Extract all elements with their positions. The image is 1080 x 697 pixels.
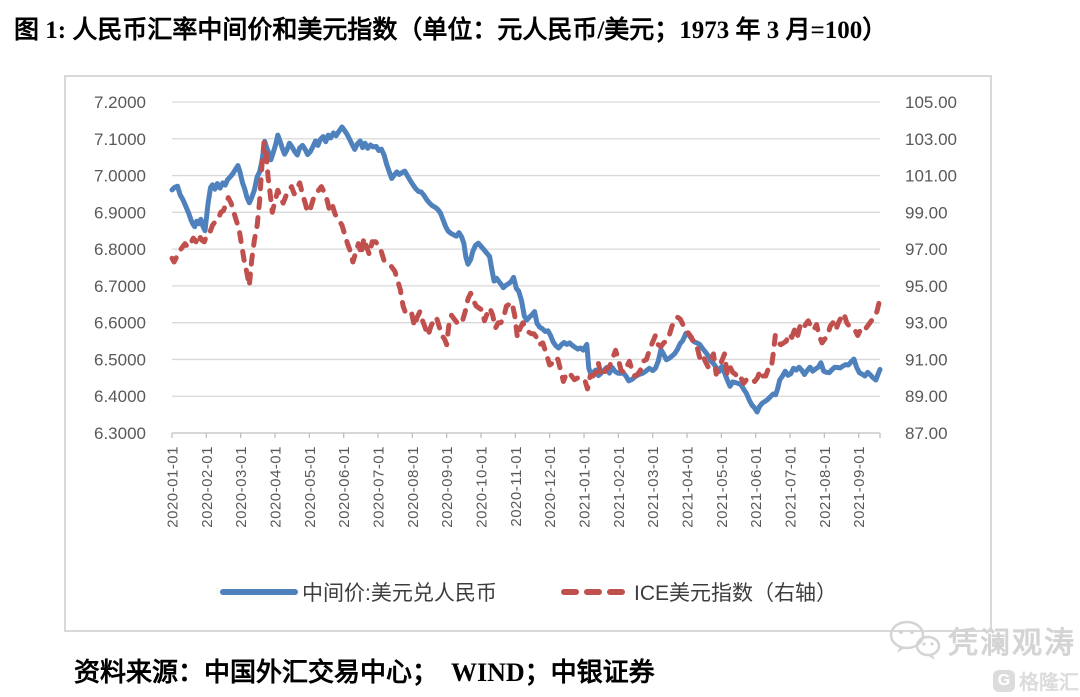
x-axis-label: 2020-12-01 bbox=[542, 446, 559, 528]
figure-title: 图 1: 人民币汇率中间价和美元指数（单位：元人民币/美元；1973 年 3 月… bbox=[14, 17, 888, 44]
wechat-icon bbox=[889, 620, 941, 660]
watermark-platform: G 格隆汇 bbox=[993, 666, 1079, 695]
x-axis-label: 2020-03-01 bbox=[233, 446, 250, 528]
x-axis-label: 2020-05-01 bbox=[302, 446, 319, 528]
axis-labels: 7.2000 105.00 7.1000 103.00 7.0000 101.00 6.90… bbox=[94, 93, 957, 443]
y-axis-label-right: 103.00 bbox=[905, 130, 957, 149]
y-axis-label-right: 93.00 bbox=[905, 314, 948, 333]
x-axis-label: 2021-03-01 bbox=[645, 446, 662, 528]
y-axis-label-left: 7.2000 bbox=[94, 93, 146, 112]
gridlines bbox=[172, 101, 880, 434]
series-line-usd-index bbox=[169, 140, 883, 392]
x-axis-label: 2021-08-01 bbox=[817, 446, 834, 528]
x-axis-label: 2020-07-01 bbox=[371, 446, 388, 528]
y-axis-label-right: 89.00 bbox=[905, 387, 948, 406]
y-axis-label-right: 105.00 bbox=[905, 93, 957, 112]
x-axis-label: 2020-02-01 bbox=[199, 446, 216, 528]
x-axis: 2020-01-01 2020-02-01 2020-03-01 2020-04-01… bbox=[165, 433, 881, 528]
y-axis-label-right: 91.00 bbox=[905, 350, 948, 369]
x-axis-label: 2020-10-01 bbox=[474, 446, 491, 528]
y-axis-label-right: 97.00 bbox=[905, 240, 948, 259]
x-axis-label: 2020-09-01 bbox=[439, 446, 456, 528]
x-axis-label: 2021-09-01 bbox=[851, 446, 868, 528]
y-axis-label-left: 7.1000 bbox=[94, 130, 146, 149]
y-axis-label-right: 95.00 bbox=[905, 277, 948, 296]
legend-label-cny-midprice: 中间价:美元兑人民币 bbox=[302, 582, 497, 605]
watermark-account-name: 凭澜观涛 bbox=[948, 627, 1076, 660]
series-line-cny-midprice bbox=[169, 124, 883, 415]
x-axis-label: 2021-01-01 bbox=[577, 446, 594, 528]
x-axis-label: 2020-04-01 bbox=[268, 446, 285, 528]
x-axis-label: 2021-04-01 bbox=[680, 446, 697, 528]
watermark-platform-name: 格隆汇 bbox=[1019, 672, 1079, 694]
legend: 中间价:美元兑人民币 ICE美元指数（右轴） bbox=[220, 582, 837, 605]
chart-svg: 7.2000 105.00 7.1000 103.00 7.0000 101.00 6.90… bbox=[94, 93, 957, 605]
x-axis-label: 2020-06-01 bbox=[336, 446, 353, 528]
source-note: 资料来源：中国外汇交易中心； WIND；中银证券 bbox=[74, 658, 655, 687]
y-axis-label-left: 6.5000 bbox=[94, 350, 146, 369]
gelonghui-logo-icon: G bbox=[993, 669, 1015, 692]
watermark-account: 凭澜观涛 bbox=[888, 618, 1076, 662]
y-axis-label-left: 6.6000 bbox=[94, 314, 146, 333]
y-axis-label-left: 6.4000 bbox=[94, 387, 146, 406]
x-axis-label: 2021-07-01 bbox=[783, 446, 800, 528]
y-axis-label-left: 6.9000 bbox=[94, 203, 146, 222]
y-axis-label-right: 101.00 bbox=[905, 167, 957, 186]
y-axis-label-left: 6.8000 bbox=[94, 240, 146, 259]
legend-label-usd-index: ICE美元指数（右轴） bbox=[634, 582, 837, 605]
x-axis-label: 2020-11-01 bbox=[508, 446, 525, 527]
x-axis-label: 2020-08-01 bbox=[405, 446, 422, 528]
x-axis-label: 2021-06-01 bbox=[748, 446, 765, 528]
y-axis-label-left: 6.3000 bbox=[94, 424, 146, 443]
y-axis-label-right: 99.00 bbox=[905, 203, 948, 222]
x-axis-label: 2021-02-01 bbox=[611, 446, 628, 528]
x-axis-label: 2021-05-01 bbox=[714, 446, 731, 528]
chart-area: 7.2000 105.00 7.1000 103.00 7.0000 101.00 6.90… bbox=[64, 75, 992, 632]
y-axis-label-left: 7.0000 bbox=[94, 167, 146, 186]
y-axis-label-right: 87.00 bbox=[905, 424, 948, 443]
y-axis-label-left: 6.7000 bbox=[94, 277, 146, 296]
x-axis-label: 2020-01-01 bbox=[165, 446, 182, 528]
